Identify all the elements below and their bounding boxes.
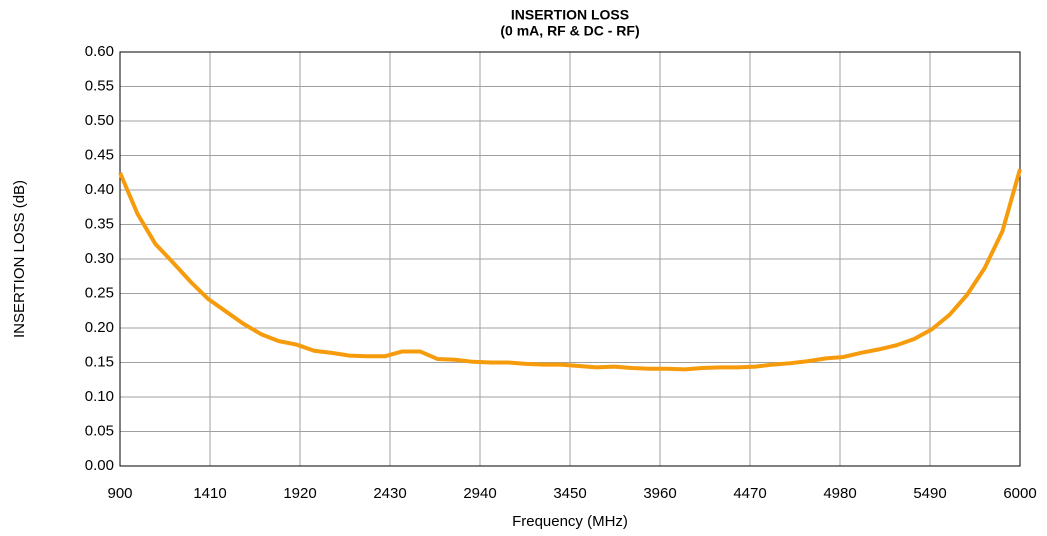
y-tick-label: 0.00 (85, 457, 114, 474)
x-tick-label: 4470 (733, 485, 766, 502)
x-tick-label: 3960 (643, 485, 676, 502)
y-tick-label: 0.40 (85, 181, 114, 198)
y-tick-label: 0.35 (85, 215, 114, 232)
y-tick-label: 0.15 (85, 353, 114, 370)
x-tick-label: 2430 (373, 485, 406, 502)
x-tick-label: 5490 (913, 485, 946, 502)
x-tick-label: 1920 (283, 485, 316, 502)
chart-subtitle: (0 mA, RF & DC - RF) (500, 23, 639, 39)
chart-title: INSERTION LOSS (511, 7, 629, 23)
y-tick-label: 0.10 (85, 388, 114, 405)
y-tick-label: 0.60 (85, 43, 114, 60)
y-tick-label: 0.05 (85, 422, 114, 439)
x-tick-label: 900 (107, 485, 132, 502)
data-line (118, 168, 1022, 372)
y-tick-label: 0.55 (85, 77, 114, 94)
y-tick-label: 0.45 (85, 146, 114, 163)
x-tick-label: 3450 (553, 485, 586, 502)
x-tick-label: 2940 (463, 485, 496, 502)
y-tick-label: 0.30 (85, 250, 114, 267)
y-axis-label: INSERTION LOSS (dB) (11, 180, 28, 338)
y-tick-label: 0.25 (85, 284, 114, 301)
x-tick-label: 4980 (823, 485, 856, 502)
x-tick-label: 6000 (1003, 485, 1036, 502)
plot-frame (119, 51, 1021, 467)
y-tick-label: 0.20 (85, 319, 114, 336)
y-tick-label: 0.50 (85, 112, 114, 129)
x-tick-label: 1410 (193, 485, 226, 502)
x-axis-label: Frequency (MHz) (512, 513, 628, 530)
